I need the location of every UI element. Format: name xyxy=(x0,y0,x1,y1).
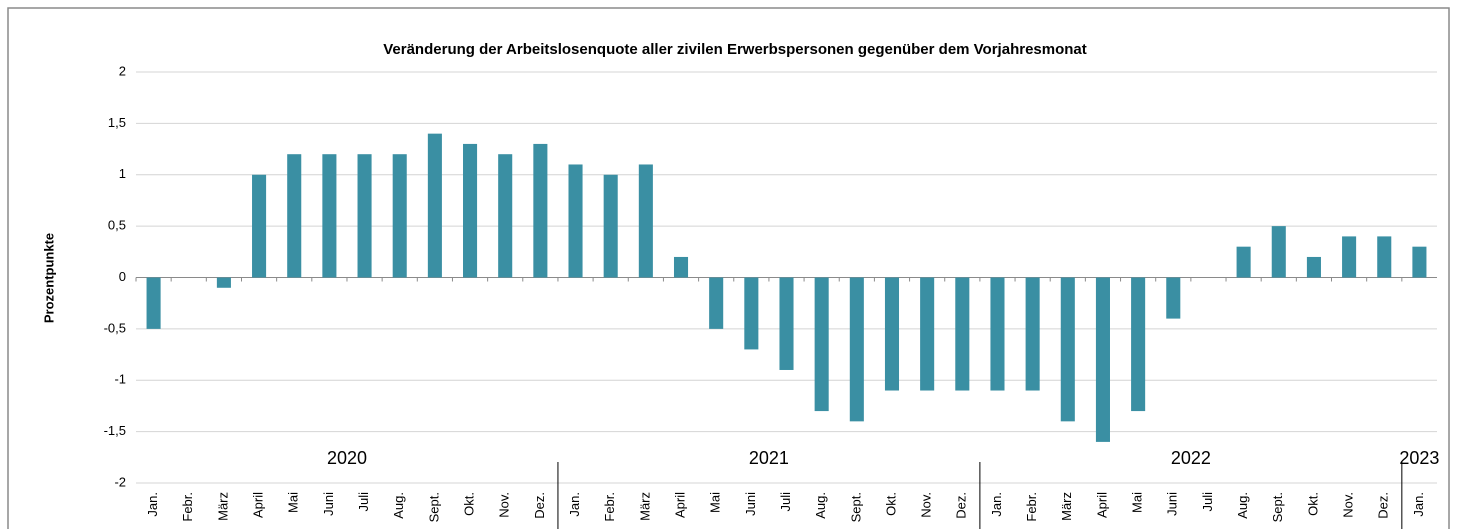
x-tick-label: April xyxy=(1094,492,1109,518)
bar xyxy=(146,277,161,329)
x-tick-label: März xyxy=(1059,492,1074,521)
x-tick-label: Sept. xyxy=(848,492,863,522)
year-label: 2023 xyxy=(1399,448,1439,468)
x-tick-label: März xyxy=(215,492,230,521)
bar xyxy=(533,143,548,278)
x-tick-label: Aug. xyxy=(813,492,828,519)
x-tick-label: Jan. xyxy=(567,492,582,517)
year-label: 2022 xyxy=(1171,448,1211,468)
year-label: 2020 xyxy=(327,448,367,468)
x-tick-label: Mai xyxy=(286,492,301,513)
x-tick-label: Jan. xyxy=(989,492,1004,517)
x-tick-label: Nov. xyxy=(1341,492,1356,518)
bar xyxy=(1236,246,1251,278)
bar xyxy=(1412,246,1427,278)
year-label: 2021 xyxy=(749,448,789,468)
bar xyxy=(1131,277,1146,412)
x-tick-label: Nov. xyxy=(919,492,934,518)
bar xyxy=(1377,236,1392,278)
bar xyxy=(357,154,372,278)
x-tick-label: Febr. xyxy=(602,492,617,522)
bar xyxy=(920,277,935,391)
bar xyxy=(1166,277,1181,319)
x-tick-label: Dez. xyxy=(954,492,969,519)
y-tick-label: 0 xyxy=(119,269,126,284)
bar xyxy=(463,143,478,278)
y-tick-label: -0,5 xyxy=(104,320,126,335)
x-tick-label: Dez. xyxy=(1376,492,1391,519)
bar xyxy=(568,164,583,278)
x-tick-label: Dez. xyxy=(532,492,547,519)
x-tick-label: Febr. xyxy=(180,492,195,522)
x-tick-label: Jan. xyxy=(145,492,160,517)
x-tick-label: Okt. xyxy=(1305,492,1320,516)
x-tick-label: Juli xyxy=(356,492,371,512)
bar xyxy=(1060,277,1075,422)
x-tick-label: April xyxy=(251,492,266,518)
x-tick-label: Juli xyxy=(778,492,793,512)
x-tick-label: Juni xyxy=(1165,492,1180,516)
bar xyxy=(1306,256,1321,278)
bar xyxy=(1342,236,1357,278)
y-tick-label: 2 xyxy=(119,63,126,78)
bar xyxy=(884,277,900,391)
bar xyxy=(955,277,970,391)
x-tick-label: Jan. xyxy=(1411,492,1426,517)
x-tick-label: Aug. xyxy=(391,492,406,519)
y-tick-label: -1,5 xyxy=(104,423,126,438)
bar xyxy=(1025,277,1040,391)
y-axis-label: Prozentpunkte xyxy=(41,233,56,323)
x-tick-label: Sept. xyxy=(426,492,441,522)
bar xyxy=(392,154,407,278)
x-tick-label: April xyxy=(672,492,687,518)
x-tick-label: Nov. xyxy=(497,492,512,518)
y-tick-label: -1 xyxy=(114,372,126,387)
x-tick-label: Mai xyxy=(708,492,723,513)
y-tick-label: 1,5 xyxy=(108,115,126,130)
bar xyxy=(849,277,864,422)
bar xyxy=(427,133,442,278)
y-tick-label: -2 xyxy=(114,474,126,489)
bar xyxy=(1271,226,1286,278)
x-tick-label: Mai xyxy=(1130,492,1145,513)
bar xyxy=(673,256,689,278)
x-tick-label: Okt. xyxy=(461,492,476,516)
x-tick-label: Sept. xyxy=(1270,492,1285,522)
x-tick-label: Juni xyxy=(321,492,336,516)
bar xyxy=(216,277,231,288)
chart-frame xyxy=(7,7,1450,529)
bar xyxy=(814,277,829,412)
bar xyxy=(322,154,337,278)
x-tick-label: Okt. xyxy=(883,492,898,516)
x-tick-label: Febr. xyxy=(1024,492,1039,522)
bar xyxy=(709,277,724,329)
bar xyxy=(603,174,618,278)
bar xyxy=(744,277,759,350)
chart-title: Veränderung der Arbeitslosenquote aller … xyxy=(383,41,1087,58)
bar xyxy=(287,154,302,278)
x-tick-label: Aug. xyxy=(1235,492,1250,519)
x-tick-label: Juli xyxy=(1200,492,1215,512)
x-tick-label: März xyxy=(637,492,652,521)
y-tick-label: 0,5 xyxy=(108,218,126,233)
bar xyxy=(498,154,513,278)
bar xyxy=(252,174,267,278)
bar xyxy=(779,277,794,370)
x-tick-label: Juni xyxy=(743,492,758,516)
bar xyxy=(990,277,1005,391)
bar xyxy=(638,164,653,278)
bar xyxy=(1095,277,1110,442)
y-tick-label: 1 xyxy=(119,166,126,181)
